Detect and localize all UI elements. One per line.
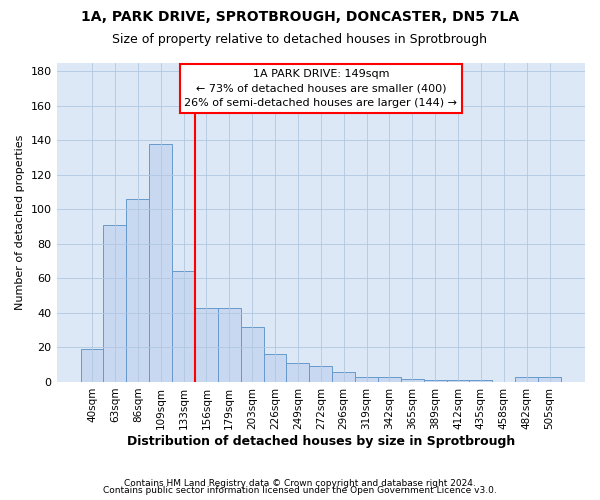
Bar xyxy=(195,308,218,382)
Bar xyxy=(127,199,149,382)
Bar xyxy=(446,380,469,382)
Bar xyxy=(332,372,355,382)
Bar xyxy=(378,377,401,382)
Bar xyxy=(310,366,332,382)
Bar xyxy=(515,377,538,382)
Bar xyxy=(263,354,286,382)
Bar xyxy=(241,326,263,382)
Bar xyxy=(286,363,310,382)
Bar xyxy=(538,377,561,382)
Bar xyxy=(424,380,446,382)
Y-axis label: Number of detached properties: Number of detached properties xyxy=(15,134,25,310)
Bar xyxy=(355,377,378,382)
X-axis label: Distribution of detached houses by size in Sprotbrough: Distribution of detached houses by size … xyxy=(127,434,515,448)
Text: 1A, PARK DRIVE, SPROTBROUGH, DONCASTER, DN5 7LA: 1A, PARK DRIVE, SPROTBROUGH, DONCASTER, … xyxy=(81,10,519,24)
Text: Contains public sector information licensed under the Open Government Licence v3: Contains public sector information licen… xyxy=(103,486,497,495)
Bar xyxy=(80,349,103,382)
Bar xyxy=(149,144,172,382)
Bar xyxy=(469,380,493,382)
Text: 1A PARK DRIVE: 149sqm
← 73% of detached houses are smaller (400)
26% of semi-det: 1A PARK DRIVE: 149sqm ← 73% of detached … xyxy=(184,69,457,108)
Text: Size of property relative to detached houses in Sprotbrough: Size of property relative to detached ho… xyxy=(113,32,487,46)
Bar xyxy=(103,225,127,382)
Bar xyxy=(401,378,424,382)
Text: Contains HM Land Registry data © Crown copyright and database right 2024.: Contains HM Land Registry data © Crown c… xyxy=(124,478,476,488)
Bar xyxy=(218,308,241,382)
Bar xyxy=(172,272,195,382)
